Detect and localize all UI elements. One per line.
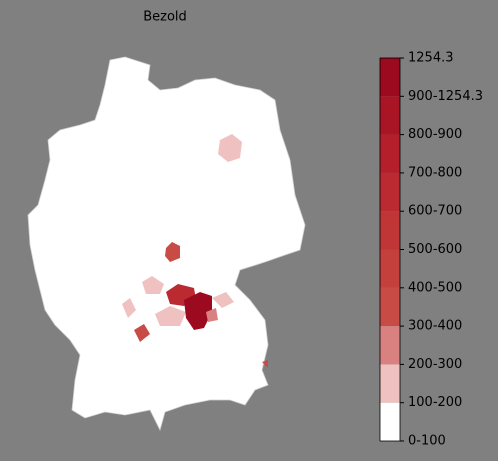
germany-map (27, 56, 306, 432)
region (134, 324, 150, 342)
colorbar: 1254.3 900-1254.3 800-900 700-800 600-700 500… (379, 51, 483, 449)
region (212, 292, 234, 308)
colorbar-label: 600-700 (408, 204, 462, 219)
region (262, 360, 268, 368)
colorbar-segment (380, 58, 400, 97)
colorbar-segment (380, 211, 400, 250)
region (165, 242, 180, 262)
map-title: Bezold (143, 10, 187, 25)
colorbar-segment (380, 364, 400, 403)
colorbar-label: 800-900 (408, 127, 462, 142)
region (142, 276, 164, 294)
colorbar-label: 700-800 (408, 165, 462, 180)
colorbar-segment (380, 249, 400, 288)
colorbar-segment (380, 172, 400, 212)
region (218, 134, 242, 162)
colorbar-segment (380, 96, 400, 135)
colorbar-label: 1254.3 (408, 51, 454, 66)
colorbar-label: 200-300 (408, 357, 462, 372)
colorbar-segment (380, 402, 400, 441)
region (184, 292, 212, 330)
region (206, 308, 218, 322)
colorbar-label: 400-500 (408, 280, 462, 295)
colorbar-segment (380, 287, 400, 327)
region (122, 298, 136, 318)
colorbar-label: 500-600 (408, 242, 462, 257)
colorbar-segment (380, 134, 400, 173)
colorbar-label: 100-200 (408, 395, 462, 410)
colorbar-segment (380, 326, 400, 365)
colorbar-label: 0-100 (408, 434, 446, 449)
colorbar-label: 300-400 (408, 319, 462, 334)
region (155, 306, 186, 326)
colorbar-label: 900-1254.3 (408, 89, 483, 104)
